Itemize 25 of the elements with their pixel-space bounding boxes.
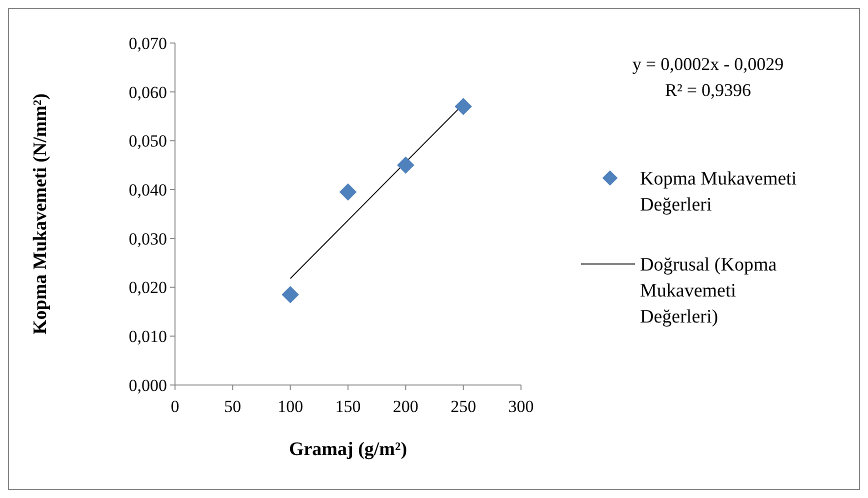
- legend-label: Doğrusal (Kopma Mukavemeti Değerleri): [640, 254, 778, 328]
- x-tick-label: 50: [224, 397, 242, 416]
- x-tick-label: 200: [392, 397, 418, 416]
- point: [339, 183, 357, 201]
- text: R² = 0,9396: [664, 80, 752, 100]
- y-tick-label: 0,020: [128, 278, 167, 298]
- x-tick-label: 300: [508, 397, 534, 416]
- x-tick-label: 250: [450, 397, 476, 416]
- y-tick-label: 0,040: [128, 180, 167, 200]
- y-tick-label: 0,010: [128, 327, 167, 346]
- y-tick-label: 0,060: [128, 82, 167, 102]
- point: [397, 156, 414, 174]
- x-axis-title: Gramaj (g/m²): [288, 439, 408, 460]
- x-tick-label: 0: [170, 397, 180, 416]
- x-tick-label: 100: [278, 397, 304, 416]
- y-tick-label: 0,050: [128, 132, 167, 151]
- y-tick-label: 0,030: [128, 229, 167, 248]
- point: [454, 98, 472, 116]
- legend-label: Kopma Mukavemeti Değerleri: [640, 168, 797, 216]
- x-tick-label: 150: [335, 397, 361, 416]
- y-axis-title: Kopma Mukavemeti (N/mm²): [30, 93, 51, 335]
- y-tick-label: 0,070: [128, 34, 167, 53]
- y-tick-label: 0,000: [128, 376, 167, 395]
- point: [282, 286, 299, 304]
- text: y = 0,0002x - 0,0029: [632, 54, 784, 74]
